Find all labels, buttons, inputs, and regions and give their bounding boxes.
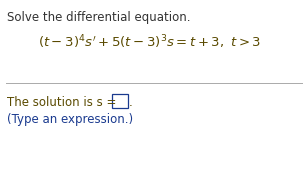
FancyBboxPatch shape	[112, 94, 128, 108]
Text: (Type an expression.): (Type an expression.)	[7, 113, 133, 126]
Text: .: .	[129, 96, 133, 109]
Text: Solve the differential equation.: Solve the differential equation.	[7, 11, 191, 24]
Text: $(t-3)^4s' + 5(t-3)^3s = t+3,\ t > 3$: $(t-3)^4s' + 5(t-3)^3s = t+3,\ t > 3$	[38, 33, 261, 51]
Text: The solution is s =: The solution is s =	[7, 96, 120, 109]
